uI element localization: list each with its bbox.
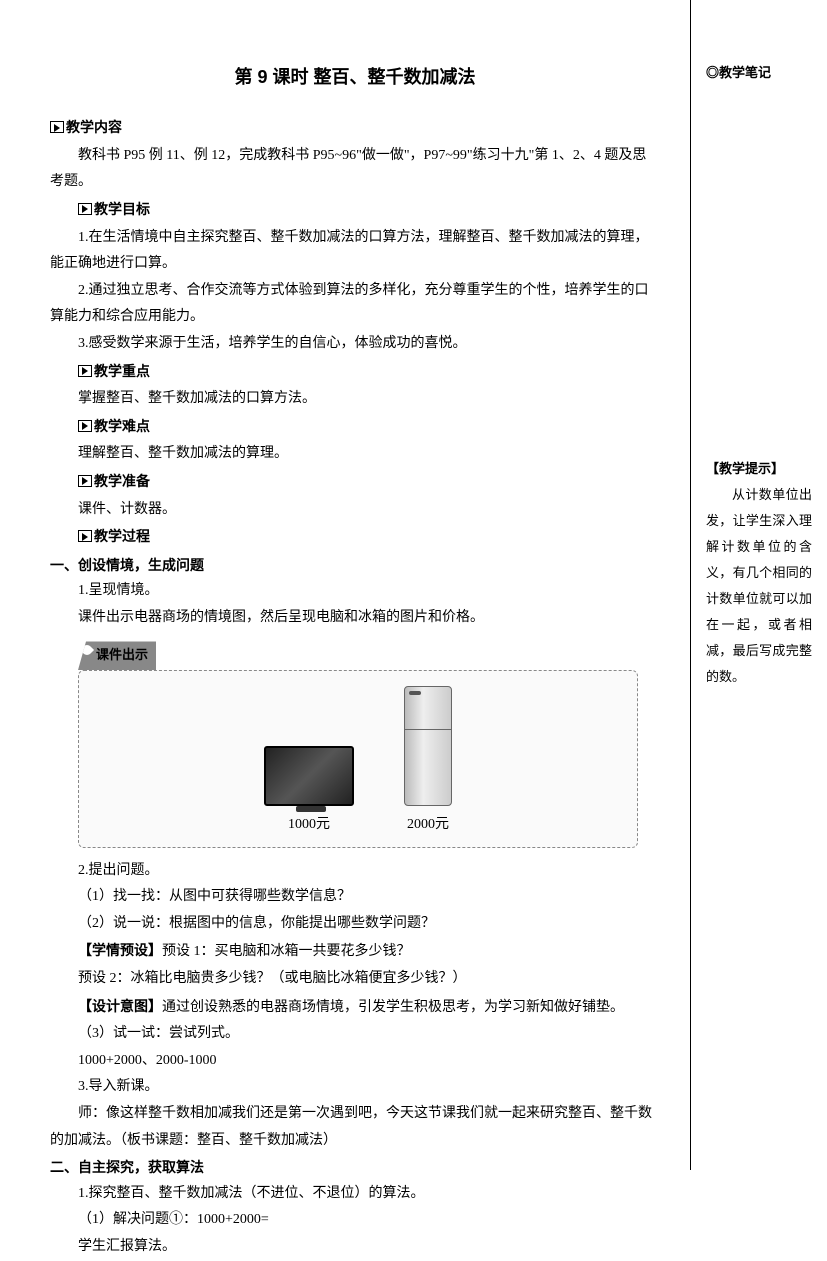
section-key-body: 掌握整百、整千数加减法的口算方法。: [50, 386, 660, 413]
preset-line-1: 【学情预设】预设 1：买电脑和冰箱一共要花多少钱？: [50, 937, 660, 966]
preset-2: 预设 2：冰箱比电脑贵多少钱？（或电脑比冰箱便宜多少钱？）: [50, 966, 660, 993]
sidebar-tip-body: 从计数单位出发，让学生深入理解计数单位的含义，有几个相同的计数单位就可以加在一起…: [706, 482, 812, 690]
part2-p1: 1.探究整百、整千数加减法（不进位、不退位）的算法。: [50, 1181, 660, 1208]
preset-1: 预设 1：买电脑和冰箱一共要花多少钱？: [162, 944, 411, 959]
part1-heading: 一、创设情境，生成问题: [50, 552, 660, 579]
part1-p5: （2）说一说：根据图中的信息，你能提出哪些数学问题？: [50, 911, 660, 938]
intent-line: 【设计意图】通过创设熟悉的电器商场情境，引发学生积极思考，为学习新知做好铺垫。: [50, 993, 660, 1022]
fridge-image: [404, 686, 452, 806]
fridge-price: 2000元: [404, 812, 452, 839]
part2-p2: （1）解决问题①：1000+2000=: [50, 1207, 660, 1234]
goal-2: 2.通过独立思考、合作交流等方式体验到算法的多样化，充分尊重学生的个性，培养学生…: [50, 278, 660, 331]
play-icon: [78, 365, 92, 377]
goal-1: 1.在生活情境中自主探究整百、整千数加减法的口算方法，理解整百、整千数加减法的算…: [50, 225, 660, 278]
part1-p7: 1000+2000、2000-1000: [50, 1048, 660, 1075]
intent-label: 【设计意图】: [78, 998, 162, 1014]
part1-p2: 课件出示电器商场的情境图，然后呈现电脑和冰箱的图片和价格。: [50, 605, 660, 632]
section-prep-body: 课件、计数器。: [50, 497, 660, 524]
part1-p4: （1）找一找：从图中可获得哪些数学信息？: [50, 884, 660, 911]
sidebar: ◎教学笔记 【教学提示】 从计数单位出发，让学生深入理解计数单位的含义，有几个相…: [690, 0, 827, 1170]
sidebar-notes-head: ◎教学笔记: [706, 60, 812, 86]
preset-label: 【学情预设】: [78, 942, 162, 958]
part2-p3: 学生汇报算法。: [50, 1234, 660, 1261]
products-row: 1000元 2000元: [99, 686, 617, 839]
product-tv: 1000元: [264, 746, 354, 839]
play-icon: [78, 475, 92, 487]
play-icon: [50, 121, 64, 133]
tv-price: 1000元: [264, 812, 354, 839]
part2-heading: 二、自主探究，获取算法: [50, 1154, 660, 1181]
section-goal-head: 教学目标: [50, 196, 660, 225]
part1-p6: （3）试一试：尝试列式。: [50, 1021, 660, 1048]
part1-p3: 2.提出问题。: [50, 858, 660, 885]
section-content-body: 教科书 P95 例 11、例 12，完成教科书 P95~96"做一做"，P97~…: [50, 143, 660, 196]
part1-p9: 师：像这样整千数相加减我们还是第一次遇到吧，今天这节课我们就一起来研究整百、整千…: [50, 1101, 660, 1154]
section-difficulty-body: 理解整百、整千数加减法的算理。: [50, 441, 660, 468]
play-icon: [78, 420, 92, 432]
section-prep-head: 教学准备: [50, 468, 660, 497]
intent-body: 通过创设熟悉的电器商场情境，引发学生积极思考，为学习新知做好铺垫。: [162, 1000, 624, 1015]
courseware-box: 课件出示 1000元 2000元: [78, 641, 638, 847]
lesson-title: 第 9 课时 整百、整千数加减法: [50, 60, 660, 94]
part1-p1: 1.呈现情境。: [50, 578, 660, 605]
product-fridge: 2000元: [404, 686, 452, 839]
play-icon: [78, 530, 92, 542]
main-column: 第 9 课时 整百、整千数加减法 教学内容 教科书 P95 例 11、例 12，…: [0, 0, 690, 1170]
page: 第 9 课时 整百、整千数加减法 教学内容 教科书 P95 例 11、例 12，…: [0, 0, 827, 1170]
section-content-head: 教学内容: [50, 114, 660, 143]
section-process-head: 教学过程: [50, 523, 660, 552]
goal-3: 3.感受数学来源于生活，培养学生的自信心，体验成功的喜悦。: [50, 331, 660, 358]
courseware-content: 1000元 2000元: [78, 670, 638, 848]
section-key-head: 教学重点: [50, 358, 660, 387]
play-icon: [78, 203, 92, 215]
section-difficulty-head: 教学难点: [50, 413, 660, 442]
tv-image: [264, 746, 354, 806]
courseware-tab: 课件出示: [78, 641, 156, 670]
sidebar-tip-head: 【教学提示】: [706, 456, 812, 482]
part1-p8: 3.导入新课。: [50, 1074, 660, 1101]
